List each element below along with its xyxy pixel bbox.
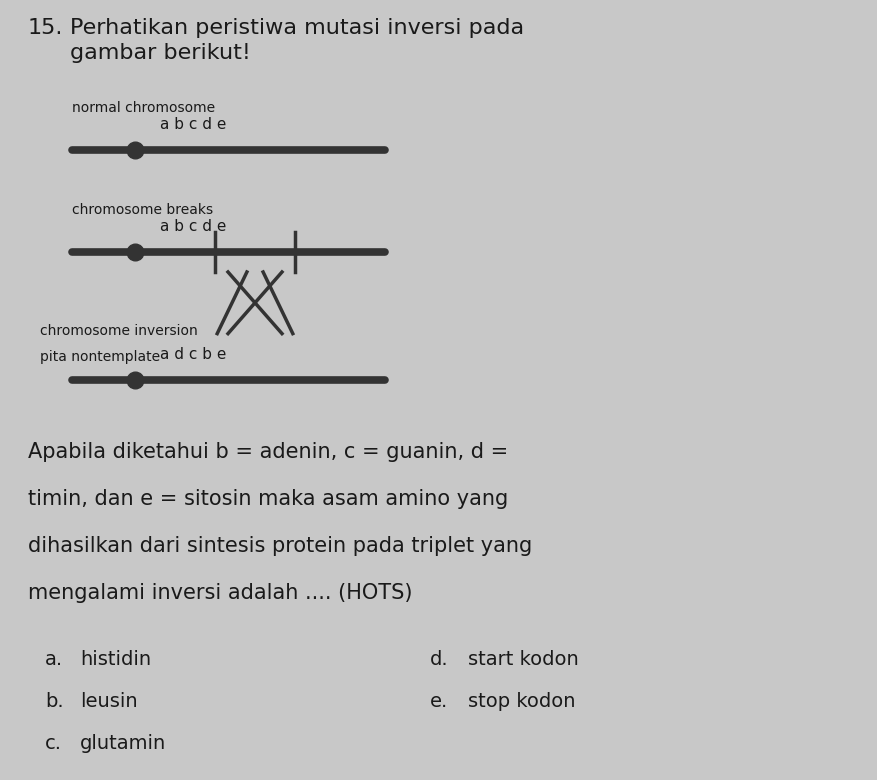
Text: Perhatikan peristiwa mutasi inversi pada
gambar berikut!: Perhatikan peristiwa mutasi inversi pada…: [70, 18, 524, 63]
Text: b.: b.: [45, 692, 64, 711]
Text: chromosome breaks: chromosome breaks: [72, 203, 213, 217]
Text: start kodon: start kodon: [468, 650, 579, 669]
Text: a d c b e: a d c b e: [160, 347, 226, 362]
Text: stop kodon: stop kodon: [468, 692, 575, 711]
Text: 15.: 15.: [28, 18, 63, 38]
Text: e.: e.: [430, 692, 448, 711]
Text: Apabila diketahui b = adenin, c = guanin, d =: Apabila diketahui b = adenin, c = guanin…: [28, 442, 509, 462]
Text: dihasilkan dari sintesis protein pada triplet yang: dihasilkan dari sintesis protein pada tr…: [28, 536, 532, 556]
Text: timin, dan e = sitosin maka asam amino yang: timin, dan e = sitosin maka asam amino y…: [28, 489, 509, 509]
Text: histidin: histidin: [80, 650, 151, 669]
Text: leusin: leusin: [80, 692, 138, 711]
Text: glutamin: glutamin: [80, 734, 167, 753]
Text: c.: c.: [45, 734, 62, 753]
Text: a.: a.: [45, 650, 63, 669]
Text: a b c d e: a b c d e: [160, 219, 226, 234]
Text: a b c d e: a b c d e: [160, 117, 226, 132]
Text: chromosome inversion: chromosome inversion: [40, 324, 197, 338]
Text: mengalami inversi adalah .... (HOTS): mengalami inversi adalah .... (HOTS): [28, 583, 412, 603]
Text: pita nontemplate: pita nontemplate: [40, 350, 160, 364]
Text: normal chromosome: normal chromosome: [72, 101, 215, 115]
Text: d.: d.: [430, 650, 449, 669]
